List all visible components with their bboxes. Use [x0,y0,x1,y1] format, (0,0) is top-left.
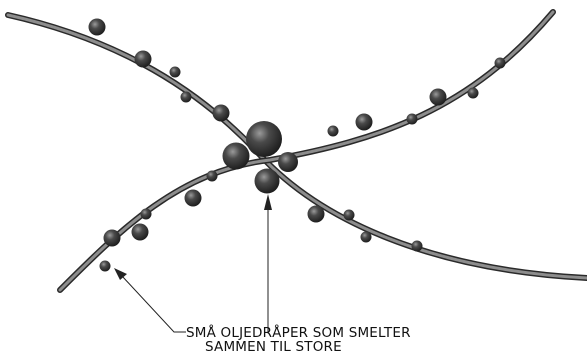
droplet [180,91,192,103]
droplet [184,189,202,207]
droplet [212,104,230,122]
droplet [411,240,423,252]
fiber-lower-left-to-upper-right [57,9,556,293]
droplet [99,260,111,272]
oil-droplets [88,18,506,272]
leader-line-left [121,275,186,333]
fiber-upper-left-to-lower-right [5,12,587,281]
droplet [222,142,250,170]
droplet [278,152,298,172]
droplet [307,205,325,223]
droplet [88,18,106,36]
droplet [360,231,372,243]
arrowhead-left [114,268,127,280]
droplet [134,50,152,68]
droplet [343,209,355,221]
droplet [103,229,121,247]
droplet [169,66,181,78]
droplet [494,57,506,69]
droplet [406,113,418,125]
droplet [206,170,218,182]
annotation-leaders [114,194,272,333]
droplet [355,113,373,131]
droplet [140,208,152,220]
annotation-label-line-1: SMÅ OLJEDRÅPER SOM SMELTER [186,325,411,341]
droplet [254,168,280,194]
droplet [131,223,149,241]
droplet [467,87,479,99]
arrowhead-center [264,194,272,210]
annotation-label-line-2: SAMMEN TIL STORE [205,339,342,355]
droplet [327,125,339,137]
droplet [429,88,447,106]
droplet-large [246,121,282,157]
